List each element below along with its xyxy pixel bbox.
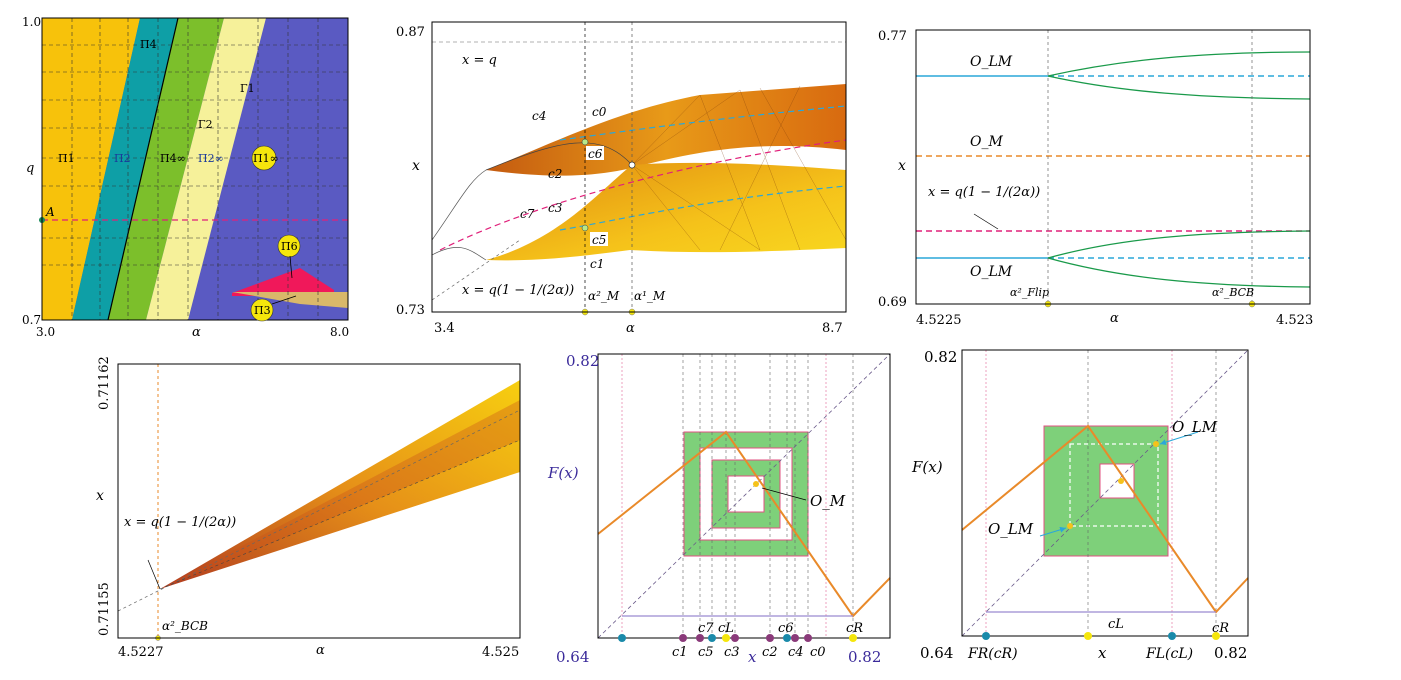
panel-bcb-zoom: 0.71162 0.71155 x 4.5227 α 4.525 x = q(1… (96, 356, 521, 660)
label-pi4-inf: Π4∞ (160, 152, 186, 165)
p2-label-c1: c1 (590, 257, 604, 271)
label-pi6: Π6 (281, 240, 298, 253)
p4-ytick-1: 0.71162 (97, 356, 112, 410)
p5-ytick-1: 0.82 (566, 352, 599, 370)
p3-xtick-1: 4.5225 (916, 313, 962, 328)
p6-orbit-label-bottom: O_LM (988, 520, 1034, 538)
label-pi2-inf: Π2∞ (198, 152, 224, 165)
p4-vline-label: α²_BCB (162, 619, 208, 633)
p6-ytick-1: 0.82 (924, 348, 957, 366)
region-pi1 (42, 18, 140, 320)
p5-label-cr: cR (846, 621, 863, 636)
label-gamma1: Γ1 (240, 82, 255, 95)
p4-curve-label: x = q(1 − 1/(2α)) (124, 515, 236, 530)
panel-map-orbit-m: 0.82 0.64 F(x) x 0.82 O_M c1 c7 c5 cL c3… (547, 352, 891, 666)
region-pi3 (232, 292, 348, 308)
p3-orbit-om: O_M (970, 134, 1003, 150)
label-pi1: Π1 (58, 152, 75, 165)
label-pi2: Π2 (114, 152, 131, 165)
p5-label-c6: c6 (778, 621, 794, 636)
attractor-fan (160, 380, 520, 589)
region-pi2-inf (146, 18, 266, 320)
p2-ylabel: x (412, 158, 420, 174)
p5-xaxis-dots (618, 634, 857, 642)
p6-label-frcr: FR(cR) (967, 646, 1018, 662)
p2-label-c2: c2 (548, 167, 562, 181)
p2-curve-label-xq: x = q (462, 53, 497, 68)
p4-xtick-1: 4.5227 (118, 645, 164, 660)
p2-xtick-1: 3.4 (434, 321, 455, 336)
region-pi2 (72, 18, 178, 320)
p2-label-c0: c0 (592, 105, 607, 119)
p6-label-flcl: FL(cL) (1145, 646, 1193, 662)
p1-xlabel: α (192, 325, 201, 340)
p5-label-c2: c2 (762, 645, 778, 660)
p3-orbit-olm-top: O_LM (970, 54, 1013, 70)
p3-vline-flip: α²_Flip (1010, 286, 1049, 299)
p2-ytick-2: 0.73 (396, 303, 425, 318)
p5-label-c3: c3 (724, 645, 740, 660)
p6-xtick-2: 0.82 (1214, 644, 1247, 662)
region-pi6 (232, 268, 334, 296)
p1-ylabel: q (26, 161, 34, 176)
p6-orbit-label-top: O_LM (1172, 418, 1218, 436)
p5-xlabel: x (748, 648, 757, 666)
p1-xtick-2: 8.0 (330, 325, 349, 339)
p5-label-c0: c0 (810, 645, 826, 660)
p5-orbit-label: O_M (810, 492, 846, 510)
p6-xlabel: x (1098, 644, 1107, 662)
panel-map-orbit-lm: 0.82 0.64 F(x) x 0.82 O_LM O_LM FR(cR) c… (911, 348, 1249, 662)
panel-flip-bcb: 0.77 0.69 x 4.5225 α 4.523 O_LM O_M O_LM… (878, 29, 1313, 328)
p2-label-c3: c3 (548, 201, 563, 215)
label-pi4: Π4 (140, 38, 157, 51)
p5-label-c5: c5 (698, 645, 714, 660)
p2-label-c6: c6 (588, 147, 603, 161)
p2-label-c7: c7 (520, 207, 535, 221)
p5-xtick-2: 0.82 (848, 648, 881, 666)
p2-vline-alpha1m: α¹_M (634, 289, 666, 303)
p2-xtick-2: 8.7 (822, 321, 843, 336)
label-pi1-inf: Π1∞ (253, 152, 279, 165)
p2-vline-alpha2m: α²_M (588, 289, 620, 303)
panel-parameter-plane: 1.0 0.7 q 3.0 α 8.0 A Π1 Π4 Π2 Π4∞ Π2∞ Γ… (22, 15, 349, 340)
p6-xaxis-dots (982, 632, 1220, 640)
p4-ytick-2: 0.71155 (97, 582, 112, 636)
p5-label-cl: cL (718, 621, 734, 636)
p1-ytick-1: 1.0 (22, 15, 41, 29)
panel-bifurcation-diagram: 0.87 0.73 x 3.4 α 8.7 x = q x = q(1 − 1/… (396, 21, 847, 336)
p5-ylabel: F(x) (547, 464, 579, 482)
p3-ylabel: x (898, 158, 906, 174)
label-gamma2: Γ2 (198, 118, 213, 131)
p3-xtick-2: 4.523 (1276, 313, 1313, 328)
region-pi4 (108, 18, 224, 320)
p5-label-c1: c1 (672, 645, 688, 660)
p3-orbit-olm-bottom: O_LM (970, 264, 1013, 280)
p5-xtick-1: 0.64 (556, 648, 589, 666)
p6-label-cr: cR (1212, 621, 1229, 636)
p2-curve-label-fx: x = q(1 − 1/(2α)) (462, 283, 574, 298)
label-pi3: Π3 (254, 304, 271, 317)
p6-ylabel: F(x) (911, 458, 943, 476)
p4-xtick-2: 4.525 (482, 645, 519, 660)
p4-xlabel: α (316, 643, 325, 658)
p5-label-c4: c4 (788, 645, 804, 660)
p3-xlabel: α (1110, 311, 1119, 326)
p1-point-a-label: A (45, 205, 55, 219)
p2-ytick-1: 0.87 (396, 25, 425, 40)
p5-label-c7: c7 (698, 621, 714, 636)
p3-ytick-2: 0.69 (878, 295, 907, 310)
p6-xtick-1: 0.64 (920, 644, 953, 662)
p1-ytick-2: 0.7 (22, 313, 41, 327)
p3-curve-label: x = q(1 − 1/(2α)) (928, 185, 1040, 200)
p6-label-cl: cL (1108, 617, 1124, 632)
p3-vline-bcb: α²_BCB (1212, 286, 1254, 299)
p1-xtick-1: 3.0 (36, 325, 55, 339)
p4-ylabel: x (96, 488, 104, 504)
p2-label-c4: c4 (532, 109, 546, 123)
p2-label-c5: c5 (592, 233, 606, 247)
p2-xlabel: α (626, 321, 635, 336)
p3-ytick-1: 0.77 (878, 29, 907, 44)
